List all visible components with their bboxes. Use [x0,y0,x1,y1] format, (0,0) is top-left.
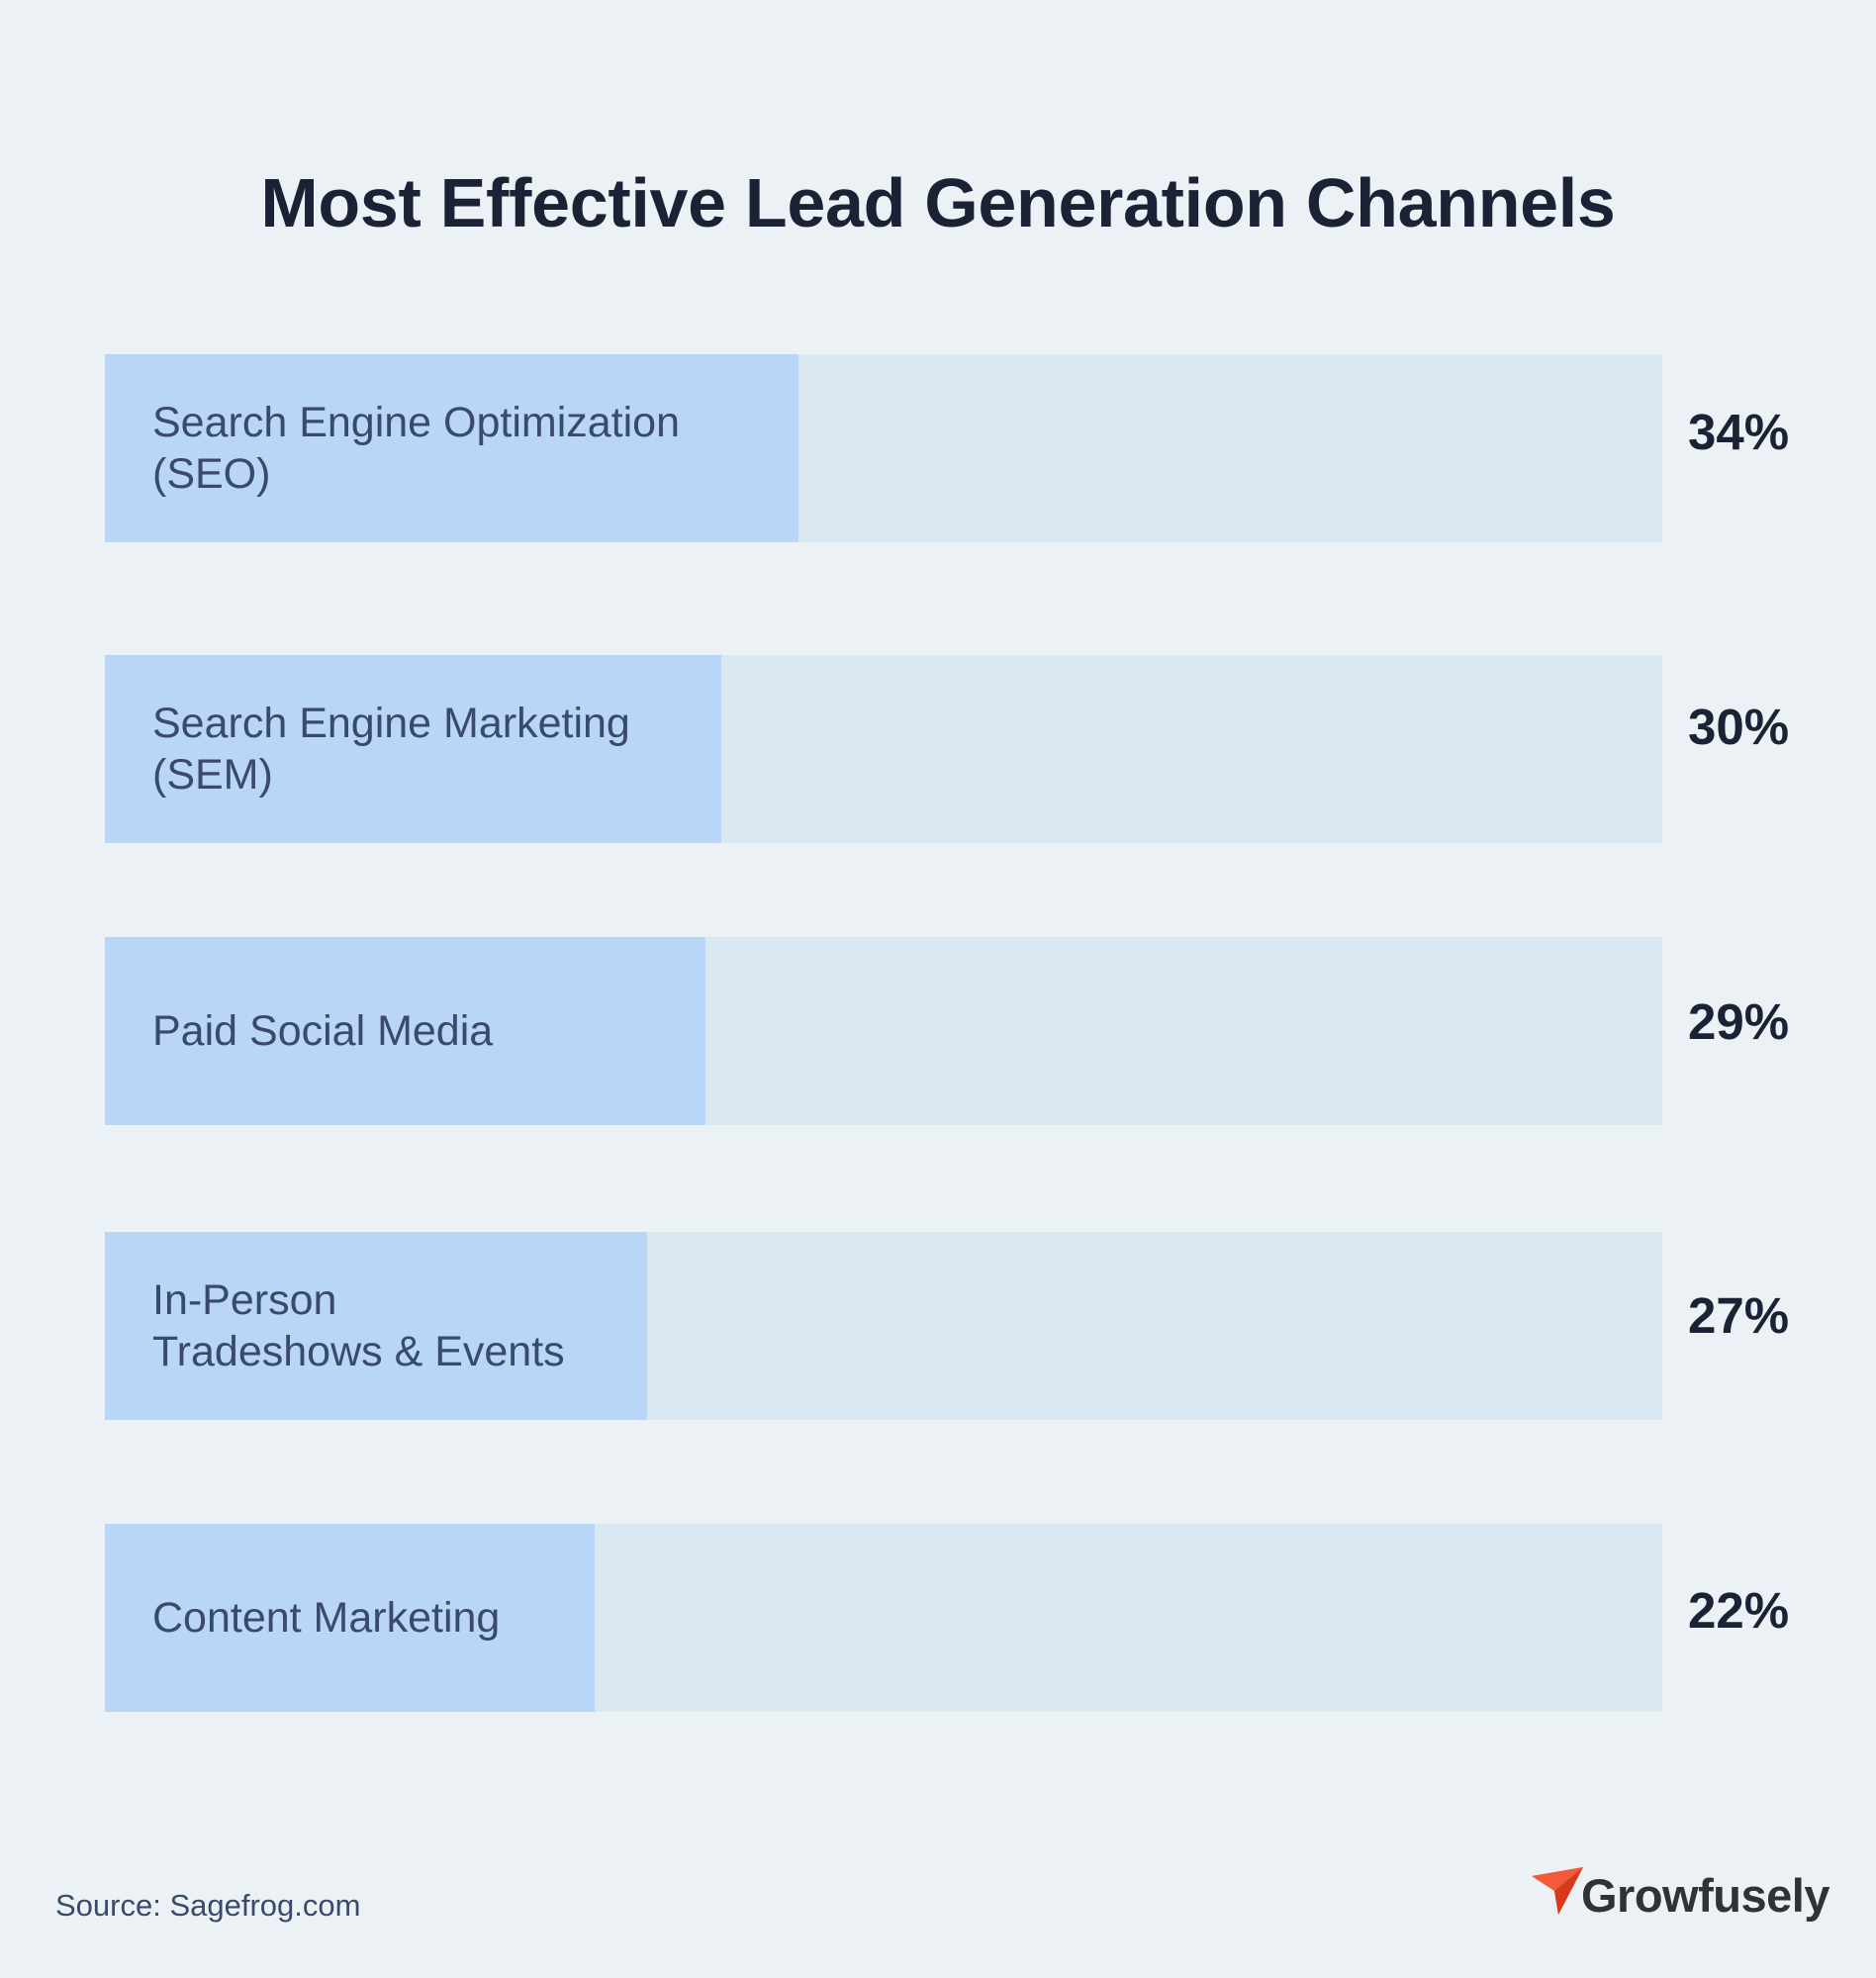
chart-title: Most Effective Lead Generation Channels [260,164,1616,241]
brand-name: Growfusely [1581,1869,1829,1922]
bar-value: 27% [1688,1287,1790,1344]
bar-value: 22% [1688,1582,1790,1639]
source-note: Source: Sagefrog.com [55,1888,361,1923]
bar-row-paid-social: Paid Social Media [105,937,1662,1125]
bar-fill [105,655,721,843]
bar-label: Paid Social Media [152,1007,494,1055]
bar-row-sem: Search Engine Marketing (SEM) [105,655,1662,843]
bar-fill [105,1524,595,1712]
bar-row-tradeshows: In-Person Tradeshows & Events [105,1232,1662,1420]
bar-row-seo: Search Engine Optimization (SEO) [105,354,1662,542]
bar-fill [105,937,705,1125]
bar-label: Content Marketing [152,1594,501,1642]
paper-plane-icon [1532,1867,1583,1915]
brand-logo: Growfusely [1530,1864,1829,1924]
bar-value: 34% [1688,404,1790,460]
bar-label: In-Person Tradeshows & Events [152,1276,565,1375]
bar-value: 29% [1688,993,1790,1050]
bar-label: Search Engine Marketing (SEM) [152,700,630,799]
bar-fill [105,1232,647,1420]
bar-value: 30% [1688,699,1790,755]
bar-row-content-marketing: Content Marketing [105,1524,1662,1712]
bar-label: Search Engine Optimization (SEO) [152,399,681,498]
bar-fill [105,354,798,542]
